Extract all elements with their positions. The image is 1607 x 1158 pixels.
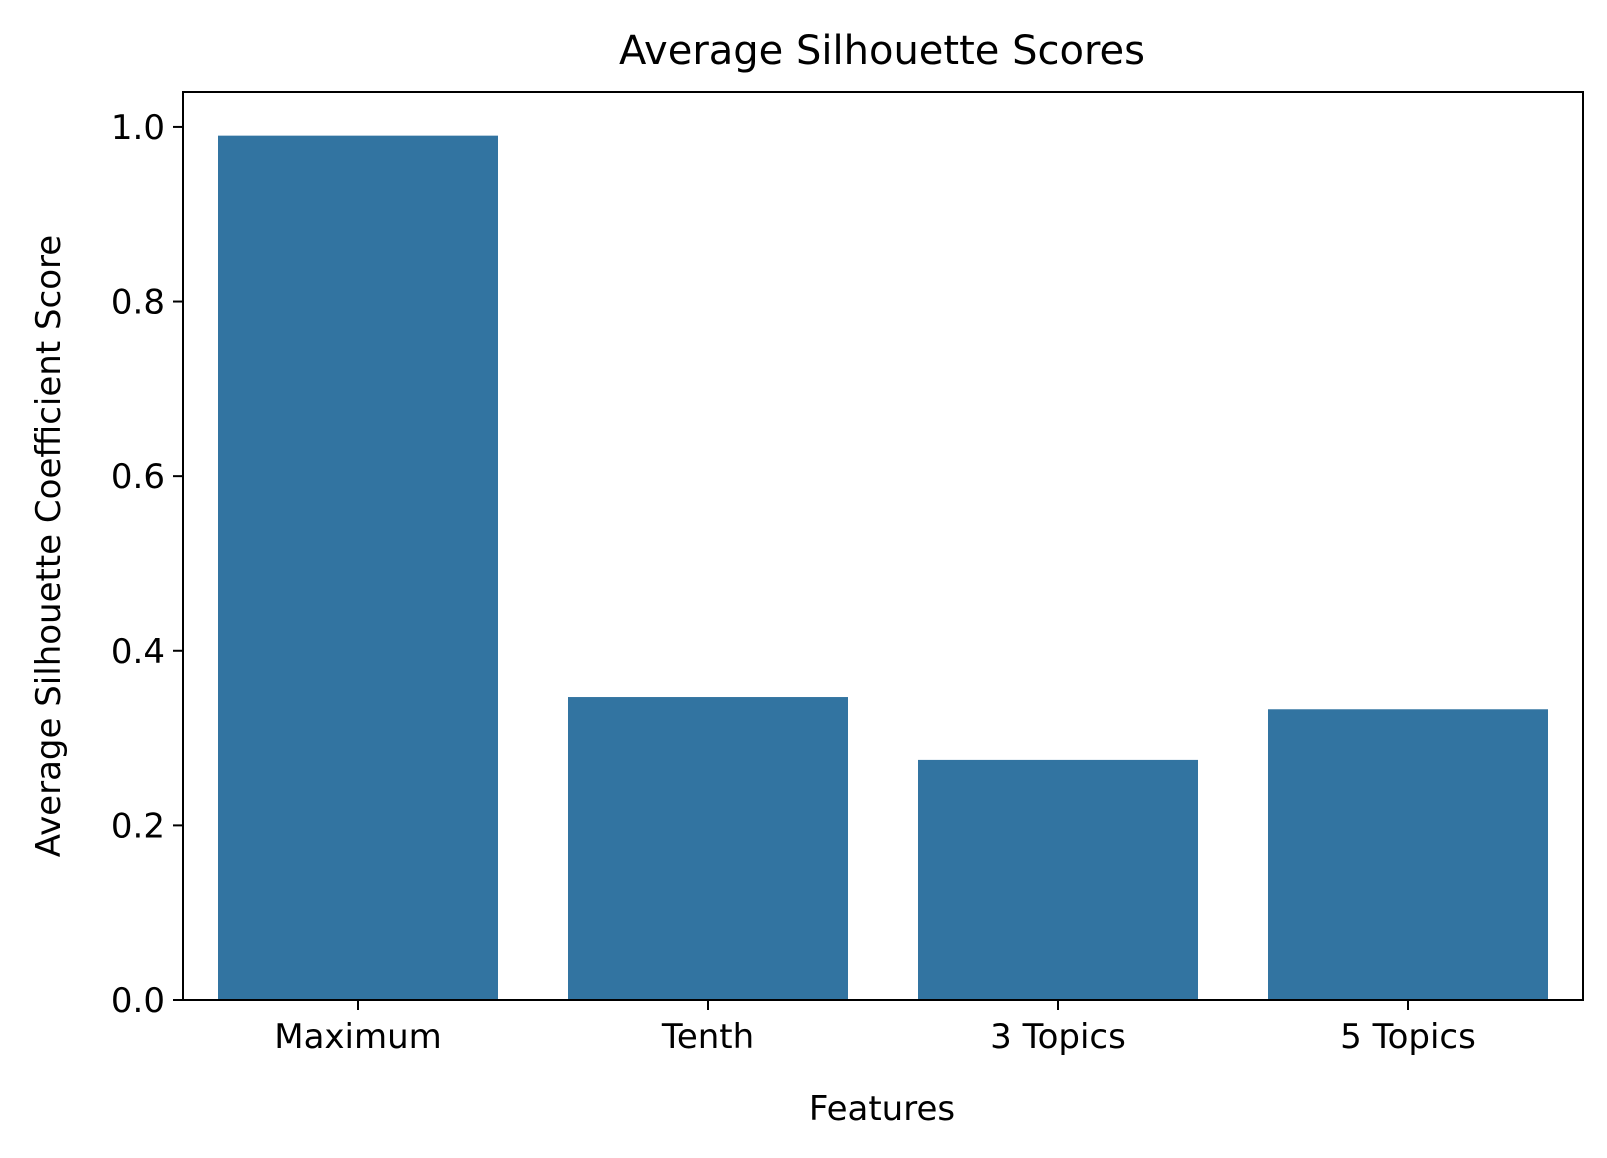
y-tick-label: 0.2 (111, 806, 165, 846)
x-tick-label: 3 Topics (990, 1017, 1126, 1057)
chart-title: Average Silhouette Scores (619, 28, 1145, 74)
x-tick-label: Maximum (274, 1017, 442, 1057)
bar-3-topics (918, 759, 1198, 1000)
bar-5-topics (1268, 709, 1548, 1000)
bar-maximum (218, 135, 498, 1000)
y-axis-ticks: 0.0 0.2 0.4 0.6 0.8 1.0 (111, 108, 183, 1021)
y-tick-label: 1.0 (111, 108, 165, 148)
y-tick-label: 0.6 (111, 457, 165, 497)
y-tick-label: 0.0 (111, 981, 165, 1021)
plot-frame (182, 91, 1584, 1001)
bar-tenth (568, 697, 848, 1000)
x-axis-ticks: Maximum Tenth 3 Topics 5 Topics (274, 1000, 1476, 1057)
x-axis-label: Features (809, 1089, 955, 1129)
y-axis-label: Average Silhouette Coefficient Score (29, 235, 69, 857)
y-tick-label: 0.4 (111, 632, 165, 672)
y-tick-label: 0.8 (111, 283, 165, 323)
bars-layer (218, 135, 1548, 1000)
x-tick-label: 5 Topics (1340, 1017, 1476, 1057)
x-tick-label: Tenth (661, 1017, 754, 1057)
